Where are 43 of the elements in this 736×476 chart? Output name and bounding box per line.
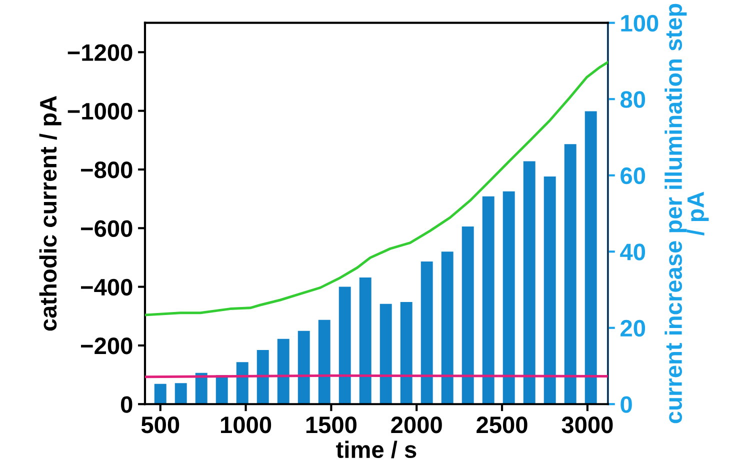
- y-tick-label: −800: [80, 162, 132, 178]
- x-tick-label: 3000: [562, 416, 613, 434]
- bar: [298, 330, 310, 404]
- bar: [338, 286, 351, 404]
- x-tick-label: 500: [141, 416, 180, 434]
- x-tick-label: 2000: [391, 416, 442, 434]
- y2-tick-label: 0: [620, 396, 632, 413]
- bar: [544, 176, 556, 404]
- bar: [502, 191, 515, 404]
- y-tick-label: −1000: [68, 102, 132, 120]
- x-tick-label: 1500: [306, 416, 356, 434]
- bar: [584, 111, 597, 404]
- y-tick-label: −600: [80, 220, 132, 237]
- bar: [318, 320, 330, 404]
- y2-axis-title: current increase per illumination step / pA: [664, 4, 709, 424]
- y2-tick-label: 60: [620, 167, 646, 184]
- y2-tick-label: 20: [620, 320, 646, 337]
- y2-tick-label: 80: [620, 91, 646, 108]
- bar: [564, 144, 576, 404]
- bar: [400, 302, 412, 404]
- bar: [380, 304, 392, 404]
- line-series: [144, 60, 608, 316]
- bar: [420, 262, 433, 404]
- y-tick-label: −200: [80, 338, 132, 354]
- bar: [174, 383, 187, 404]
- bar: [482, 196, 494, 404]
- x-tick-label: 1000: [221, 416, 272, 434]
- y-tick-label: 0: [120, 396, 132, 413]
- bar: [154, 384, 166, 404]
- bar: [256, 350, 269, 404]
- x-tick-label: 2500: [476, 416, 528, 434]
- x-axis-title: time / s: [336, 440, 416, 458]
- y-tick-label: −1200: [68, 44, 132, 61]
- bar: [359, 278, 372, 404]
- y2-tick-label: 100: [621, 14, 658, 32]
- bar: [236, 362, 248, 404]
- y-tick-label: −400: [80, 278, 132, 296]
- bar: [441, 252, 454, 404]
- bar: [277, 338, 290, 404]
- y-axis-title: cathodic current / pA: [39, 96, 62, 331]
- bar: [523, 161, 536, 404]
- y2-tick-label: 40: [620, 244, 646, 260]
- bar: [462, 226, 474, 404]
